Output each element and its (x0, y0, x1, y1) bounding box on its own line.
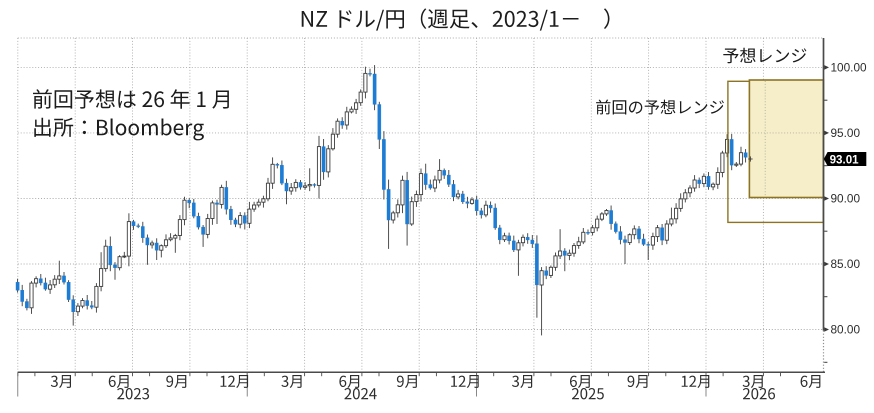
svg-text:80.00: 80.00 (831, 323, 861, 337)
svg-text:95.00: 95.00 (831, 126, 861, 140)
svg-text:93.01: 93.01 (830, 153, 860, 166)
svg-text:90.00: 90.00 (831, 192, 861, 206)
svg-text:100.00: 100.00 (831, 61, 868, 75)
svg-text:85.00: 85.00 (831, 257, 861, 271)
